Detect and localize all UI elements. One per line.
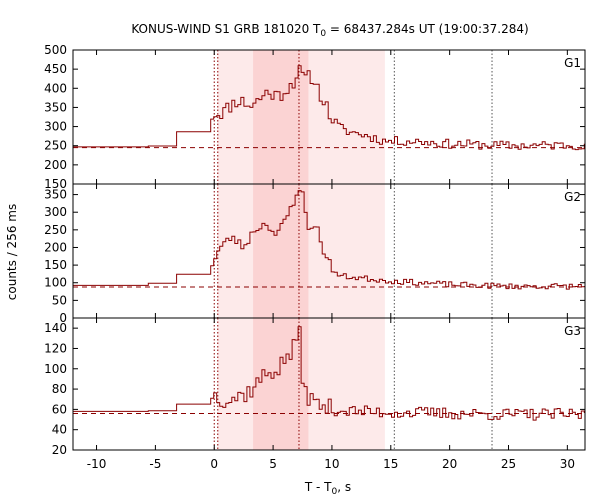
y-tick-label: 200 [44,158,67,172]
y-tick-label: 200 [44,240,67,254]
panel-label-g3: G3 [564,324,581,338]
y-tick-label: 140 [44,321,67,335]
y-tick-label: 80 [52,382,67,396]
y-tick-label: 0 [59,311,67,325]
y-tick-label: 400 [44,81,67,95]
dark-interval-shade [253,184,309,318]
x-tick-label: 5 [269,457,277,471]
x-tick-label: 0 [210,457,218,471]
x-tick-label: -10 [87,457,107,471]
y-axis-label: counts / 256 ms [5,204,19,300]
x-tick-label: 10 [324,457,339,471]
y-tick-label: 60 [52,402,67,416]
light-curve [73,190,585,290]
y-tick-label: 250 [44,139,67,153]
y-tick-label: 450 [44,62,67,76]
y-tick-label: 20 [52,443,67,457]
x-tick-label: 15 [383,457,398,471]
y-tick-label: 150 [44,177,67,191]
x-tick-label: -5 [149,457,161,471]
panels-group: 150200250300350400450500G105010015020025… [44,43,586,471]
y-tick-label: 100 [44,276,67,290]
dark-interval-shade [253,318,309,450]
panel-frame [72,317,586,451]
y-tick-label: 500 [44,43,67,57]
y-tick-label: 100 [44,362,67,376]
x-axis-label: T - T0, s [304,480,351,497]
y-tick-label: 350 [44,100,67,114]
dark-interval-shade [253,50,309,184]
light-curve [73,65,585,151]
y-tick-label: 350 [44,188,67,202]
x-tick-label: 30 [560,457,575,471]
y-tick-label: 300 [44,120,67,134]
y-tick-label: 250 [44,223,67,237]
y-tick-label: 50 [52,293,67,307]
x-tick-label: 25 [501,457,516,471]
panel-label-g2: G2 [564,190,581,204]
y-tick-label: 150 [44,258,67,272]
x-tick-label: 20 [442,457,457,471]
y-tick-label: 120 [44,341,67,355]
light-curve [73,326,585,421]
y-tick-label: 300 [44,205,67,219]
chart-title: KONUS-WIND S1 GRB 181020 T0 = 68437.284s… [131,22,528,39]
panel-label-g1: G1 [564,56,581,70]
y-tick-label: 40 [52,423,67,437]
